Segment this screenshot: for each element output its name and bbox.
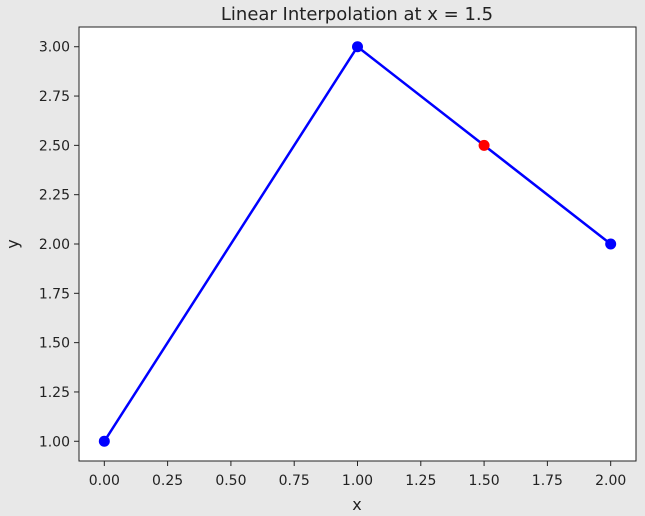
y-tick-label: 1.00 xyxy=(39,434,70,450)
x-tick-label: 1.25 xyxy=(405,473,436,489)
x-tick-label: 1.50 xyxy=(469,473,500,489)
x-axis-ticks: 0.00 0.25 0.50 0.75 1.00 1.25 1.50 1.75 2.00 xyxy=(89,461,626,489)
x-tick-label: 0.25 xyxy=(152,473,183,489)
x-tick-label: 2.00 xyxy=(595,473,626,489)
x-tick-label: 1.00 xyxy=(342,473,373,489)
y-tick-label: 1.50 xyxy=(39,336,70,352)
x-tick-label: 0.00 xyxy=(89,473,120,489)
y-tick-label: 3.00 xyxy=(39,40,70,56)
y-axis-label: y xyxy=(3,239,22,248)
y-tick-label: 2.25 xyxy=(39,188,70,204)
chart-title: Linear Interpolation at x = 1.5 xyxy=(221,4,493,25)
x-tick-label: 1.75 xyxy=(532,473,563,489)
y-tick-label: 2.00 xyxy=(39,237,70,253)
x-axis-label: x xyxy=(352,495,361,514)
y-tick-label: 2.50 xyxy=(39,138,70,154)
interpolated-point xyxy=(478,139,490,151)
series-layer xyxy=(98,41,617,447)
y-tick-label: 2.75 xyxy=(39,89,70,105)
data-point xyxy=(605,238,617,250)
y-axis-ticks: 1.00 1.25 1.50 1.75 2.00 2.25 2.50 2.75 3.00 xyxy=(39,40,79,450)
y-tick-label: 1.75 xyxy=(39,286,70,302)
x-tick-label: 0.75 xyxy=(279,473,310,489)
y-tick-label: 1.25 xyxy=(39,385,70,401)
data-point xyxy=(352,41,363,53)
plot-area xyxy=(78,26,637,462)
x-tick-label: 0.50 xyxy=(215,473,246,489)
data-point xyxy=(98,435,110,447)
